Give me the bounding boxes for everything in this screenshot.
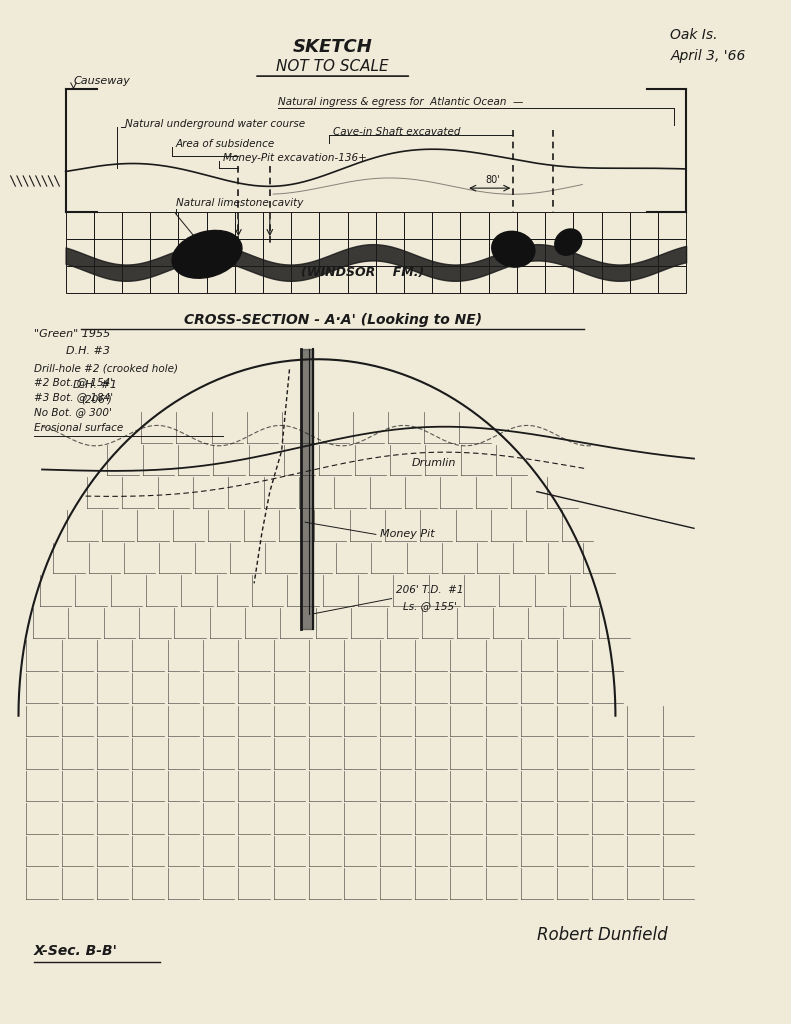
Bar [150, 212, 179, 239]
Text: Area of subsidence: Area of subsidence [176, 139, 274, 150]
Text: Natural underground water course: Natural underground water course [124, 119, 305, 129]
Bar [404, 266, 432, 293]
Bar [66, 239, 94, 266]
Ellipse shape [492, 231, 535, 267]
Bar [122, 239, 150, 266]
Text: NOT TO SCALE: NOT TO SCALE [276, 58, 389, 74]
Text: D.H. #3: D.H. #3 [66, 346, 110, 356]
Text: Money-Pit excavation-136+: Money-Pit excavation-136+ [223, 153, 366, 163]
Bar [320, 239, 348, 266]
Bar [517, 212, 545, 239]
Text: #3 Bot. @ 184': #3 Bot. @ 184' [34, 392, 113, 402]
Bar [658, 239, 686, 266]
Bar [206, 212, 235, 239]
Bar [460, 266, 489, 293]
Bar [545, 266, 573, 293]
Text: Robert Dunfield: Robert Dunfield [537, 926, 668, 944]
Bar [376, 266, 404, 293]
Bar [263, 212, 291, 239]
Bar [348, 239, 376, 266]
Bar [94, 239, 122, 266]
Text: CROSS-SECTION - A·A' (Looking to NE): CROSS-SECTION - A·A' (Looking to NE) [184, 313, 482, 328]
Text: "Green" 1955: "Green" 1955 [34, 329, 111, 339]
Bar [348, 212, 376, 239]
Bar [658, 266, 686, 293]
Bar [122, 212, 150, 239]
Bar [489, 266, 517, 293]
Bar [94, 212, 122, 239]
Bar [291, 266, 320, 293]
Text: (206'): (206') [81, 394, 112, 404]
Bar [432, 212, 460, 239]
Bar [432, 239, 460, 266]
Text: No Bot. @ 300': No Bot. @ 300' [34, 408, 112, 417]
Bar [235, 212, 263, 239]
Text: Drumlin: Drumlin [411, 458, 456, 468]
Bar [489, 212, 517, 239]
Ellipse shape [554, 229, 582, 255]
Bar [66, 266, 94, 293]
Bar [376, 212, 404, 239]
Bar [630, 239, 658, 266]
Text: Oak Is.: Oak Is. [671, 29, 718, 42]
Bar [320, 266, 348, 293]
Bar [320, 212, 348, 239]
Ellipse shape [172, 230, 242, 279]
Text: Natural limestone cavity: Natural limestone cavity [176, 199, 303, 209]
Bar [545, 212, 573, 239]
Bar [66, 212, 94, 239]
Bar [179, 212, 206, 239]
Bar [658, 212, 686, 239]
Bar [489, 239, 517, 266]
Bar [630, 212, 658, 239]
Bar [376, 239, 404, 266]
Text: 80': 80' [486, 175, 501, 185]
Bar [235, 239, 263, 266]
Text: SKETCH: SKETCH [293, 39, 373, 56]
Text: Ls. @ 155': Ls. @ 155' [403, 601, 457, 610]
Bar [432, 266, 460, 293]
Bar [291, 239, 320, 266]
Bar [179, 239, 206, 266]
Text: Cave-in Shaft excavated: Cave-in Shaft excavated [333, 127, 460, 137]
Bar [291, 212, 320, 239]
Bar [94, 266, 122, 293]
Text: X-Sec. B-B': X-Sec. B-B' [34, 944, 118, 958]
Text: April 3, '66: April 3, '66 [671, 48, 746, 62]
Bar [235, 266, 263, 293]
Bar [517, 239, 545, 266]
Text: Causeway: Causeway [74, 76, 131, 86]
Bar [601, 239, 630, 266]
Bar [517, 266, 545, 293]
Bar [630, 266, 658, 293]
Bar [206, 239, 235, 266]
Bar [601, 266, 630, 293]
Bar [460, 212, 489, 239]
Bar [601, 212, 630, 239]
Bar [206, 266, 235, 293]
Text: Natural ingress & egress for  Atlantic Ocean  —: Natural ingress & egress for Atlantic Oc… [278, 96, 523, 106]
Bar [179, 266, 206, 293]
Text: D.H. #1: D.H. #1 [74, 380, 118, 390]
Bar [150, 239, 179, 266]
Text: 206' T.D.  #1: 206' T.D. #1 [396, 586, 463, 596]
Bar [263, 266, 291, 293]
Text: Money Pit: Money Pit [380, 529, 434, 540]
Bar [573, 266, 601, 293]
Bar [573, 239, 601, 266]
Bar [122, 266, 150, 293]
Bar [404, 239, 432, 266]
Bar [545, 239, 573, 266]
Text: (WINDSOR    FM.): (WINDSOR FM.) [301, 265, 425, 279]
Bar [263, 239, 291, 266]
Bar [348, 266, 376, 293]
Bar [150, 266, 179, 293]
Text: Drill-hole #2 (crooked hole): Drill-hole #2 (crooked hole) [34, 364, 178, 374]
Text: #2 Bot. @ 154': #2 Bot. @ 154' [34, 377, 113, 387]
Text: Erosional surface: Erosional surface [34, 423, 123, 432]
Bar [460, 239, 489, 266]
Bar [573, 212, 601, 239]
Bar [404, 212, 432, 239]
